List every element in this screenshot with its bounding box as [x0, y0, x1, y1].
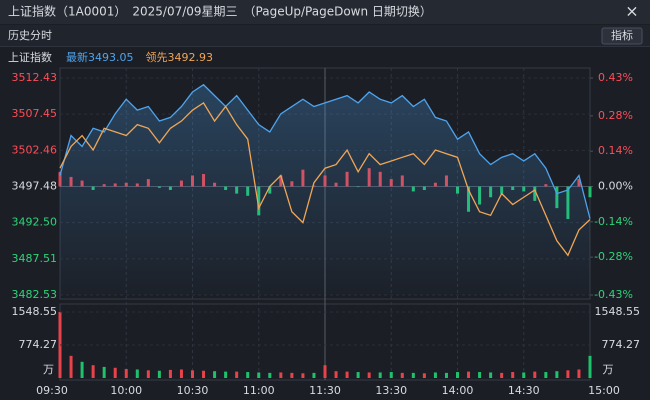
series-line [59, 83, 591, 219]
volume-bar [135, 369, 139, 378]
volume-bar [433, 372, 437, 378]
volume-bar [323, 365, 327, 378]
title-bar [0, 0, 650, 24]
volume-bar [191, 370, 194, 378]
volume-bar [268, 372, 272, 378]
volume-bar [312, 372, 316, 378]
volume-tick-label-right: 1548.55 [595, 305, 641, 318]
volume-bar [235, 371, 239, 378]
y2-tick-label: 0.00% [598, 180, 633, 193]
volume-bar [367, 372, 371, 378]
price-area [60, 84, 590, 295]
window-title: 上证指数（1A0001） 2025/07/09星期三 （PageUp/PageD… [8, 4, 432, 19]
volume-bar [356, 372, 360, 378]
y-tick-label: 3512.43 [12, 71, 58, 84]
volume-bar [168, 369, 172, 378]
volume-bar [179, 369, 183, 378]
volume-bar [246, 372, 250, 378]
volume-bar [400, 372, 404, 378]
volume-bar [555, 371, 559, 378]
x-tick-label: 14:00 [442, 384, 474, 397]
tab[interactable]: 历史分时 [8, 29, 52, 42]
volume-unit-right: 万 [603, 363, 614, 376]
volume-bar [334, 371, 338, 378]
volume-bar [444, 372, 448, 378]
volume-bar [588, 355, 592, 378]
volume-tick-label-right: 774.27 [602, 338, 641, 351]
volume-tick-label: 774.27 [19, 338, 58, 351]
volume-bar [91, 365, 95, 378]
volume-bar [301, 373, 305, 378]
volume-bar [146, 370, 150, 378]
y-tick-label: 3487.51 [12, 252, 58, 265]
close-button[interactable]: × [625, 2, 638, 21]
volume-bar [500, 372, 504, 378]
toolbar [0, 25, 650, 46]
volume-bar [202, 370, 206, 378]
y-tick-label: 3502.46 [12, 143, 58, 156]
volume-bar [577, 369, 581, 378]
x-tick-label: 10:30 [177, 384, 209, 397]
y2-tick-label: -0.28% [594, 250, 633, 263]
volume-bar [279, 372, 283, 378]
chart-title: 上证指数 [8, 50, 52, 64]
volume-bar [124, 369, 128, 378]
y2-tick-label: 0.28% [598, 109, 633, 122]
x-tick-label: 10:00 [110, 384, 142, 397]
volume-bar [213, 371, 217, 378]
y2-tick-label: -0.43% [594, 288, 633, 301]
volume-bar [478, 372, 482, 378]
volume-tick-label: 1548.55 [12, 305, 58, 318]
volume-bar [467, 371, 471, 378]
y2-tick-label: -0.14% [594, 215, 633, 228]
x-tick-label: 14:30 [508, 384, 540, 397]
volume-bar [456, 372, 459, 378]
legend-entry: 最新3493.05 [66, 50, 134, 64]
volume-bar [345, 371, 349, 378]
y-tick-label: 3482.53 [12, 288, 58, 301]
volume-unit: 万 [43, 363, 54, 376]
volume-bar [157, 370, 161, 378]
x-tick-label: 11:00 [243, 384, 275, 397]
volume-bar [290, 372, 294, 378]
series-line [59, 101, 591, 257]
volume-bar [102, 366, 106, 378]
y-tick-label: 3492.50 [12, 216, 58, 229]
indicator-button-label[interactable]: 指标 [611, 28, 633, 42]
x-tick-label: 09:30 [36, 384, 68, 397]
volume-bar [69, 355, 73, 378]
volume-bar [533, 371, 537, 378]
volume-bar [522, 372, 526, 378]
legend-entry: 领先3492.93 [146, 51, 214, 64]
volume-bar [566, 370, 570, 378]
volume-bar [489, 372, 493, 378]
volume-bar [511, 372, 515, 378]
volume-bar [113, 367, 117, 378]
volume-bar [257, 372, 261, 378]
volume-bar [411, 372, 415, 378]
y2-tick-label: 0.43% [598, 71, 633, 84]
x-tick-label: 13:30 [375, 384, 407, 397]
indicator-button[interactable] [601, 27, 643, 45]
volume-bar [389, 372, 393, 378]
volume-bar [544, 372, 548, 378]
volume-bar [224, 371, 228, 378]
x-tick-label: 11:30 [309, 384, 341, 397]
x-tick-label: 15:00 [588, 384, 620, 397]
y2-tick-label: 0.14% [598, 144, 633, 157]
volume-bar [378, 372, 382, 378]
volume-bar [422, 373, 426, 378]
volume-bar [80, 361, 84, 378]
y-tick-label: 3497.48 [12, 180, 58, 193]
y-tick-label: 3507.45 [12, 107, 58, 120]
momentum-bar [588, 186, 592, 198]
